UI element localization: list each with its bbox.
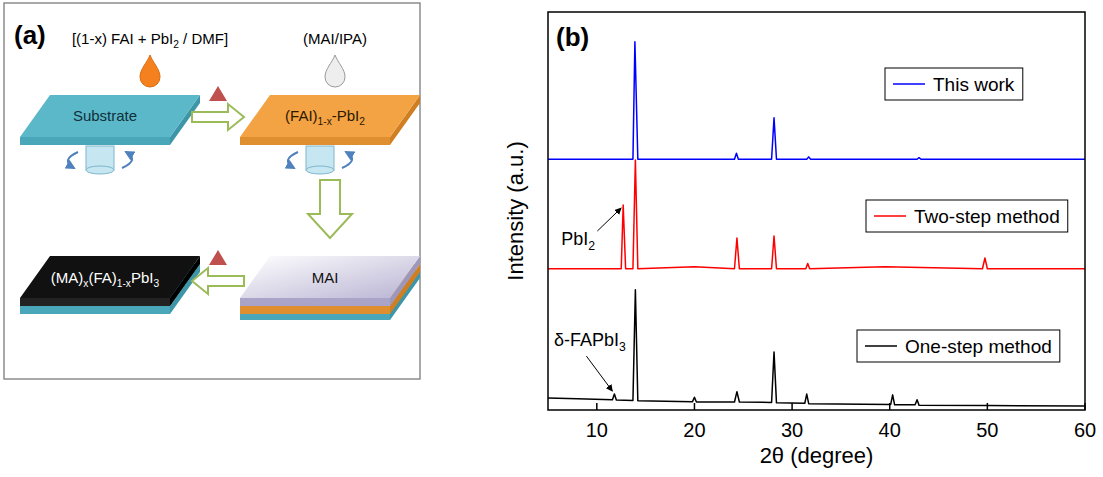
node-label: MAI [312, 269, 339, 286]
node-label: (FAI)1-x-PbI2​ [285, 107, 365, 127]
slab-front [20, 137, 170, 145]
annotation-label: PbI2​ [561, 229, 595, 253]
text-run: (MA) [51, 269, 84, 286]
text-run: (MAI/IPA) [303, 30, 367, 47]
node-label: Substrate [73, 107, 137, 124]
text-run: [(1-x) FAI + PbI [72, 30, 173, 47]
figure: (a)[(1-x) FAI + PbI2 / DMF](MAI/IPA)Subs… [0, 0, 1103, 477]
slab-front [20, 298, 170, 306]
text-run: (FAI) [285, 107, 318, 124]
subscript: 2 [359, 116, 365, 127]
xrd-pattern [548, 290, 1085, 406]
slab-front [20, 306, 170, 314]
heat-symbol [209, 250, 227, 265]
x-tick-label: 40 [879, 419, 901, 441]
x-tick-label: 10 [586, 419, 608, 441]
heat-symbol [209, 86, 227, 101]
slab [20, 95, 200, 145]
spin-arrow [122, 152, 132, 168]
text-run: (FA) [88, 269, 116, 286]
legend-swatch [865, 345, 897, 347]
legend-entry: Two-step method [866, 200, 1068, 232]
legend-box [857, 330, 1060, 362]
x-tick [596, 403, 598, 410]
slab-top [20, 256, 200, 298]
annotation-label: δ-FAPbI3​ [554, 330, 626, 354]
text-run: ​ [595, 229, 596, 249]
spin-holder-base [306, 166, 334, 174]
legend-label: Two-step method [914, 206, 1060, 227]
legend-swatch [874, 215, 906, 217]
text-run: PbI [131, 269, 154, 286]
subscript: 1-x [318, 116, 332, 127]
series-group [548, 42, 1085, 406]
text-run: MAI [312, 269, 339, 286]
subscript: 1-x [117, 278, 131, 289]
slab-front [240, 298, 390, 306]
x-tick-label: 60 [1074, 419, 1096, 441]
spin-arrow [288, 152, 298, 168]
slab [240, 256, 420, 306]
x-tick [889, 403, 891, 410]
panel-label: (a) [14, 20, 46, 50]
step-label: [(1-x) FAI + PbI2 / DMF] [72, 30, 228, 50]
slab-top [240, 256, 420, 298]
text-run: ​ [364, 107, 365, 124]
annotation-arrow [586, 356, 612, 391]
panel-label: (b) [556, 22, 589, 52]
text-run: / DMF] [179, 30, 228, 47]
legend-box [866, 200, 1068, 232]
process-arrow [192, 268, 244, 294]
plot-frame [548, 12, 1085, 410]
slab-front [240, 306, 390, 314]
y-axis-title: Intensity (a.u.) [503, 141, 528, 280]
legend-box [885, 68, 1023, 100]
legend-label: This work [933, 74, 1015, 95]
text-run: ​ [159, 269, 160, 286]
panel-b: 10 20 30 40 50 60 2θ (degree) Intensity (a.u.) (… [503, 12, 1096, 468]
node-label: (MA)x(FA)1-xPbI3​ [51, 269, 160, 289]
xrd-pattern [548, 160, 1085, 269]
legend-swatch [893, 83, 925, 85]
droplet [325, 55, 345, 87]
x-axis-title: 2θ (degree) [760, 443, 874, 468]
x-tick-label: 50 [976, 419, 998, 441]
slab [20, 256, 200, 306]
text-run: Substrate [73, 107, 137, 124]
legend-entry: One-step method [857, 330, 1060, 362]
process-arrow [308, 180, 352, 238]
x-tick [791, 403, 793, 410]
legend-label: One-step method [905, 336, 1052, 357]
text-run: δ-FAPbI [554, 330, 619, 350]
legend-entry: This work [885, 68, 1023, 100]
panel-a: (a)[(1-x) FAI + PbI2 / DMF](MAI/IPA)Subs… [4, 3, 420, 379]
text-run: PbI [561, 229, 588, 249]
x-tick [694, 403, 696, 410]
slab-top [240, 95, 420, 137]
spin-arrow [342, 152, 352, 168]
slab-top [20, 95, 200, 137]
subscript: 3 [619, 340, 626, 354]
slab-front [240, 137, 390, 145]
spin-holder-base [86, 166, 114, 174]
panel-frame [4, 3, 420, 379]
xrd-pattern [548, 42, 1085, 159]
x-tick-label: 30 [781, 419, 803, 441]
text-run: -PbI [332, 107, 360, 124]
droplet [140, 55, 160, 87]
x-tick [1084, 403, 1086, 410]
subscript: 3 [153, 278, 159, 289]
spin-arrow [68, 152, 78, 168]
text-run: ​ [625, 330, 626, 350]
step-label: (MAI/IPA) [303, 30, 367, 47]
x-tick-label: 20 [683, 419, 705, 441]
x-tick [987, 403, 989, 410]
annotation-arrow [597, 208, 621, 231]
slab [240, 95, 420, 145]
process-arrow [192, 104, 244, 130]
